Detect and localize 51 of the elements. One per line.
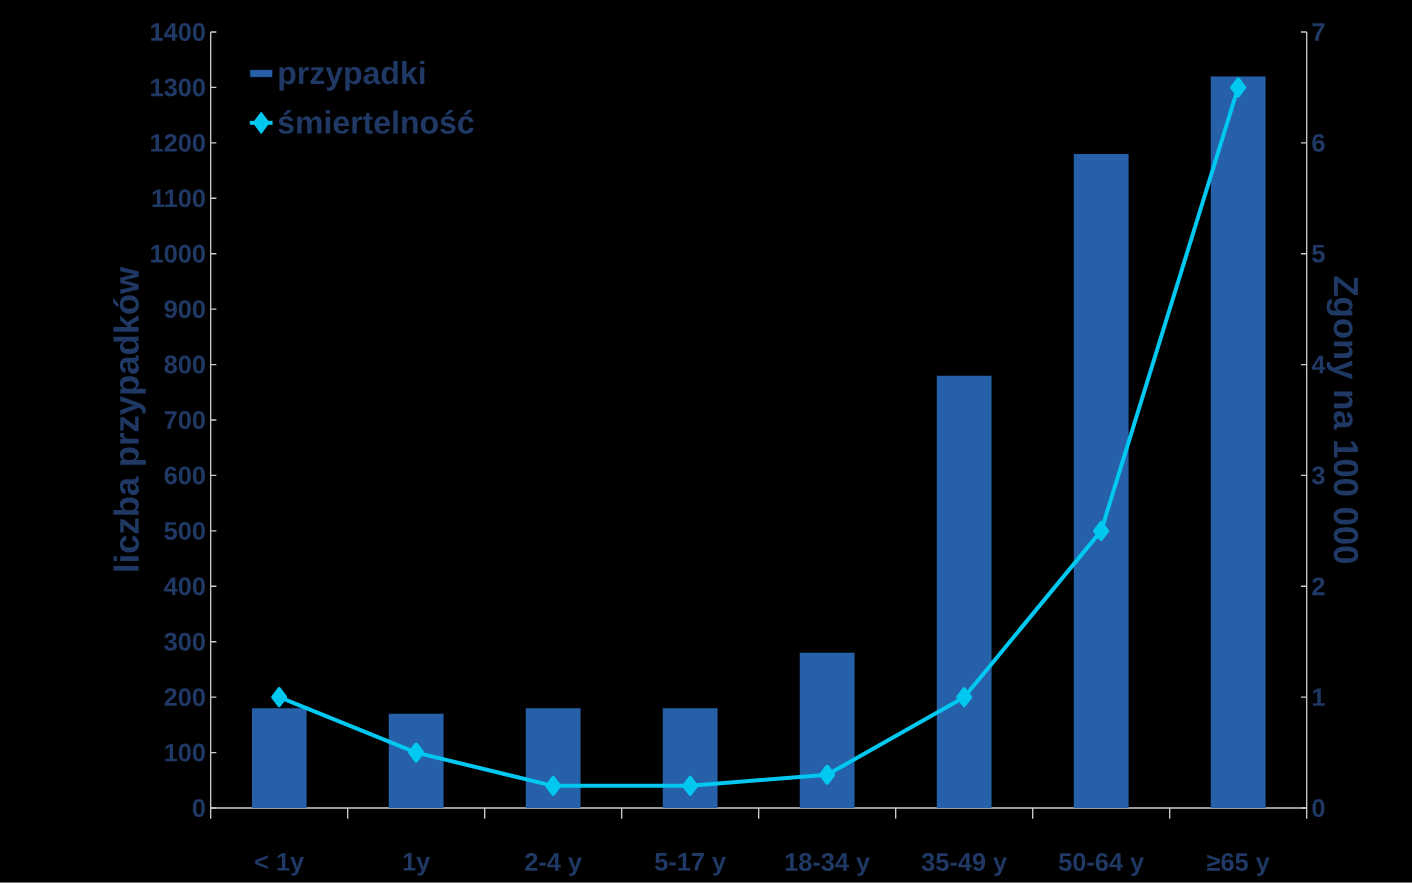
y-tick-label: 400 bbox=[164, 577, 205, 596]
y-tick-label: 1200 bbox=[151, 134, 205, 152]
x-tick-label: 35-49 y bbox=[921, 853, 1007, 877]
y2-tick-label: 6 bbox=[1312, 134, 1325, 152]
bar bbox=[525, 708, 581, 809]
y-tick-label: 1000 bbox=[151, 244, 205, 263]
y2-tick-label: 1 bbox=[1312, 688, 1325, 707]
y-tick-label: 500 bbox=[164, 522, 205, 540]
y-tick-label: 900 bbox=[164, 300, 205, 319]
bar bbox=[936, 375, 992, 809]
y2-tick-label: 7 bbox=[1312, 23, 1325, 41]
legend-label: przypadki bbox=[279, 61, 425, 91]
point bbox=[956, 687, 973, 708]
x-tick-label: 50-64 y bbox=[1058, 853, 1144, 877]
y2-tick-label: 2 bbox=[1312, 577, 1325, 596]
x-tick-label: < 1y bbox=[255, 853, 305, 876]
y-tick-label: 1300 bbox=[151, 78, 205, 97]
bar bbox=[1210, 76, 1266, 809]
y-tick-label: 600 bbox=[164, 466, 205, 485]
legend-label: śmiertelność bbox=[278, 110, 474, 135]
y-axis-title: liczba przypadków bbox=[113, 266, 146, 571]
bar bbox=[1073, 154, 1129, 809]
y-tick-label: 200 bbox=[164, 688, 205, 707]
point bbox=[545, 775, 562, 796]
y2-tick-label: 0 bbox=[1312, 799, 1325, 818]
y-tick-label: 800 bbox=[164, 355, 205, 374]
bar bbox=[662, 708, 718, 809]
point bbox=[682, 775, 699, 796]
point bbox=[408, 742, 425, 763]
point bbox=[1093, 521, 1110, 542]
y-tick-label: 100 bbox=[165, 743, 205, 762]
y2-tick-label: 4 bbox=[1311, 356, 1326, 374]
point bbox=[271, 687, 288, 708]
y2-axis-title: Zgony na 100 000 bbox=[1326, 276, 1359, 564]
x-tick-label: ≥65 y bbox=[1207, 853, 1270, 877]
y2-tick-label: 5 bbox=[1312, 245, 1325, 263]
point bbox=[819, 764, 836, 785]
x-tick-label: 5-17 y bbox=[655, 853, 726, 876]
y-tick-label: 700 bbox=[164, 411, 205, 430]
y-tick-label: 300 bbox=[164, 632, 205, 651]
x-tick-label: 1y bbox=[403, 853, 431, 876]
bar bbox=[388, 713, 444, 809]
y-tick-label: 1400 bbox=[151, 23, 205, 42]
x-tick-label: 18-34 y bbox=[785, 853, 870, 877]
y-tick-label: 1100 bbox=[152, 189, 205, 208]
y2-tick-label: 3 bbox=[1311, 466, 1325, 485]
x-tick-label: 2-4 y bbox=[525, 853, 582, 877]
bar bbox=[799, 652, 855, 809]
bar bbox=[251, 708, 307, 809]
point bbox=[1230, 77, 1247, 98]
y-tick-label: 0 bbox=[192, 799, 205, 818]
